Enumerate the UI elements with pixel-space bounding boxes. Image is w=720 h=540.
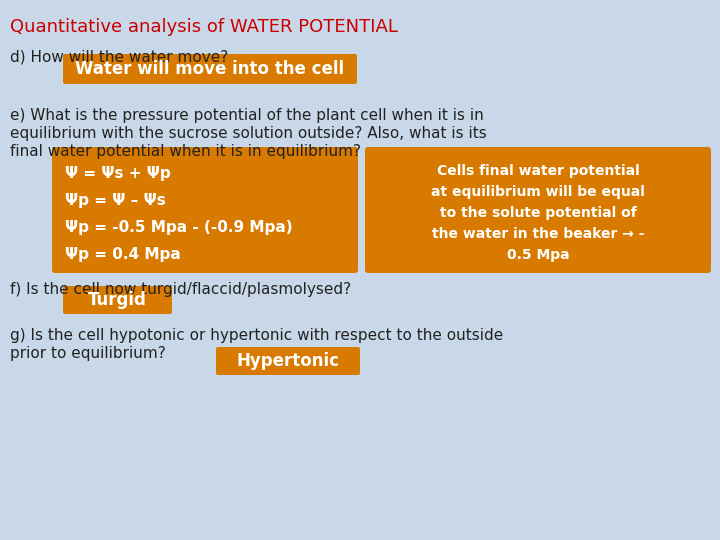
Text: Quantitative analysis of WATER POTENTIAL: Quantitative analysis of WATER POTENTIAL	[10, 18, 398, 36]
Text: prior to equilibrium?: prior to equilibrium?	[10, 346, 166, 361]
Text: the water in the beaker → -: the water in the beaker → -	[432, 227, 644, 241]
Text: Ψp = -0.5 Mpa - (-0.9 Mpa): Ψp = -0.5 Mpa - (-0.9 Mpa)	[65, 220, 292, 235]
Text: Ψ = Ψs + Ψp: Ψ = Ψs + Ψp	[65, 166, 171, 181]
Text: Cells final water potential: Cells final water potential	[436, 164, 639, 178]
Text: Hypertonic: Hypertonic	[236, 352, 340, 370]
Text: Ψp = Ψ – Ψs: Ψp = Ψ – Ψs	[65, 193, 166, 208]
Text: 0.5 Mpa: 0.5 Mpa	[507, 248, 570, 262]
Text: equilibrium with the sucrose solution outside? Also, what is its: equilibrium with the sucrose solution ou…	[10, 126, 487, 141]
Text: to the solute potential of: to the solute potential of	[440, 206, 636, 220]
Text: f) Is the cell now turgid/flaccid/plasmolysed?: f) Is the cell now turgid/flaccid/plasmo…	[10, 282, 351, 297]
FancyBboxPatch shape	[63, 286, 172, 314]
Text: Turgid: Turgid	[88, 291, 147, 309]
FancyBboxPatch shape	[216, 347, 360, 375]
Text: Ψp = 0.4 Mpa: Ψp = 0.4 Mpa	[65, 247, 181, 262]
Text: final water potential when it is in equilibrium?: final water potential when it is in equi…	[10, 144, 361, 159]
Text: Water will move into the cell: Water will move into the cell	[76, 60, 345, 78]
Text: g) Is the cell hypotonic or hypertonic with respect to the outside: g) Is the cell hypotonic or hypertonic w…	[10, 328, 503, 343]
Text: at equilibrium will be equal: at equilibrium will be equal	[431, 185, 645, 199]
Text: e) What is the pressure potential of the plant cell when it is in: e) What is the pressure potential of the…	[10, 108, 484, 123]
FancyBboxPatch shape	[63, 54, 357, 84]
FancyBboxPatch shape	[365, 147, 711, 273]
FancyBboxPatch shape	[52, 147, 358, 273]
Text: d) How will the water move?: d) How will the water move?	[10, 50, 228, 65]
